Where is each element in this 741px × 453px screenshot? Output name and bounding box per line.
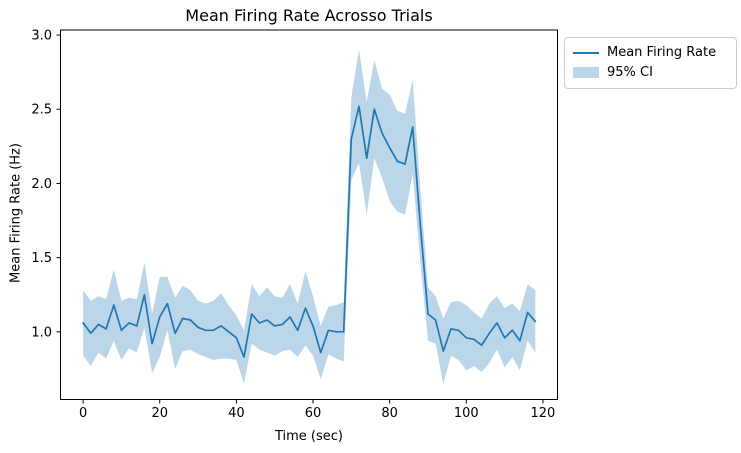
legend-line-swatch [573, 51, 599, 54]
y-tick-label: 1.5 [31, 251, 52, 266]
x-tick-label: 40 [228, 406, 245, 421]
y-tick-label: 1.0 [31, 325, 52, 340]
chart-title: Mean Firing Rate Acrosso Trials [185, 6, 433, 25]
y-tick-label: 2.0 [31, 177, 52, 192]
x-tick-label: 120 [531, 406, 556, 421]
x-tick-label: 80 [381, 406, 398, 421]
x-tick-label: 60 [305, 406, 322, 421]
legend: Mean Firing Rate 95% CI [564, 37, 737, 89]
y-tick-label: 2.5 [31, 103, 52, 118]
y-tick-label: 3.0 [31, 29, 52, 44]
x-tick-label: 0 [79, 406, 87, 421]
legend-label-mean-firing-rate: Mean Firing Rate [607, 45, 717, 60]
mean-firing-rate-line [82, 105, 537, 358]
ci-band [83, 49, 536, 384]
axes-frame [60, 29, 558, 400]
y-axis-label: Mean Firing Rate (Hz) [8, 143, 24, 283]
x-axis-label: Time (sec) [274, 429, 343, 444]
legend-entry-mean-firing-rate: Mean Firing Rate [573, 43, 728, 62]
x-tick-label: 20 [151, 406, 168, 421]
legend-label-ci: 95% CI [607, 65, 653, 80]
legend-patch-swatch [573, 67, 599, 78]
legend-entry-ci: 95% CI [573, 63, 728, 82]
x-tick-label: 100 [454, 406, 479, 421]
